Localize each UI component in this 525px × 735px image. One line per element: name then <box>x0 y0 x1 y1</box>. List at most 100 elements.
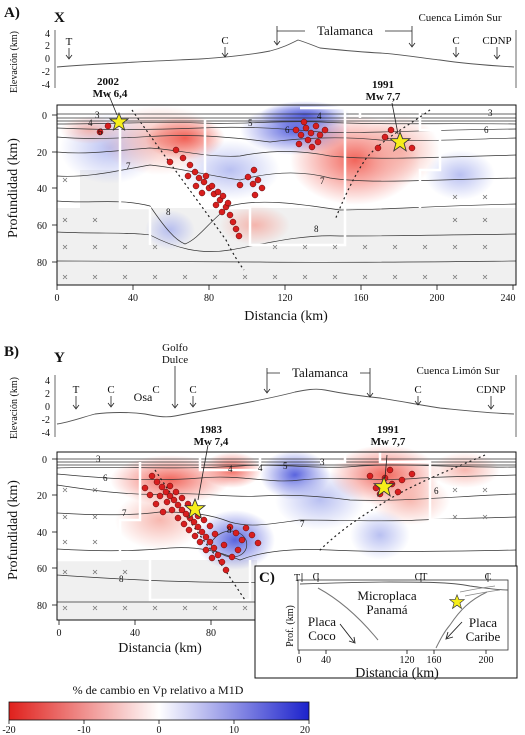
panel-b-place-c1: C <box>107 384 114 396</box>
colorbar: % de cambio en Vp relativo a M1D -20 -10… <box>2 683 310 735</box>
panel-b-contour-label: 5 <box>283 461 288 471</box>
panel-c-label-placa-caribe-2: Caribe <box>466 629 501 644</box>
panel-b-contour-label: 6 <box>434 486 439 496</box>
panel-a-contour-label: 4 <box>317 111 322 121</box>
panel-a-elev-tick: 2 <box>45 41 50 52</box>
panel-a-x-tick: 80 <box>204 293 214 304</box>
colorbar-tick: 10 <box>229 725 239 735</box>
panel-a-depth-section: Profundidad (km) <box>6 76 517 324</box>
panel-a-contour-label: 4 <box>88 118 93 128</box>
panel-b-place-t: T <box>73 384 80 396</box>
panel-a-eq2-mag: Mw 7,7 <box>366 91 401 103</box>
panel-b-contour-label: 8 <box>227 525 232 535</box>
panel-a-depth-tick: 0 <box>42 111 47 122</box>
panel-b-contour-label: 4 <box>228 464 233 474</box>
colorbar-title: % de cambio en Vp relativo a M1D <box>73 683 244 697</box>
panel-a-depth-tick: 20 <box>37 148 47 159</box>
panel-b-golfo-line2: Dulce <box>162 354 188 366</box>
panel-c-x-tick: 160 <box>427 655 442 666</box>
colorbar-tick: -10 <box>77 725 90 735</box>
panel-b-contour-label: 8 <box>119 574 124 584</box>
panel-a-earthquakes <box>96 118 416 240</box>
panel-b-x-tick: 40 <box>130 628 140 639</box>
panel-b-contour-label: 3 <box>96 454 101 464</box>
panel-c-x-tick: 120 <box>400 655 415 666</box>
panel-b-x-title: Distancia (km) <box>118 641 202 656</box>
panel-b-place-c4: C <box>414 384 421 396</box>
panel-a-place-c2: C <box>452 35 459 47</box>
panel-a-depth-tick: 40 <box>37 184 47 195</box>
panel-a-place-c1: C <box>221 35 228 47</box>
panel-b-place-c3: C <box>189 384 196 396</box>
panel-b-eq1-year: 1983 <box>200 424 223 436</box>
panel-a-contour-label: 6 <box>98 127 103 137</box>
panel-c-letter: C) <box>259 570 275 586</box>
panel-a-x-tick: 240 <box>501 293 516 304</box>
panel-b-place-cuenca: Cuenca Limón Sur <box>416 365 499 377</box>
panel-a-contour-label: 3 <box>95 110 100 120</box>
panel-a-x-tick: 0 <box>55 293 60 304</box>
panel-c-label-placa-coco-1: Placa <box>308 614 336 629</box>
panel-c-top-t: T <box>294 573 300 584</box>
panel-a-x-tick: 160 <box>354 293 369 304</box>
panel-a-elevation-title: Elevación (km) <box>9 31 20 93</box>
panel-a-topography-line <box>56 39 515 68</box>
panel-c-x-tick: 200 <box>479 655 494 666</box>
panel-c-inset: C) Prof. (km) T C CT C Microplaca Panamá… <box>254 565 518 681</box>
panel-a-eq2-year: 1991 <box>372 79 394 91</box>
panel-b-x-tick: 0 <box>57 628 62 639</box>
panel-b-elev-tick: 0 <box>45 402 50 413</box>
panel-c-x-tick: 0 <box>297 655 302 666</box>
panel-c-label-microplaca: Microplaca <box>357 588 416 603</box>
colorbar-tick: 0 <box>157 725 162 735</box>
panel-b-earthquakes <box>141 466 416 574</box>
panel-a-place-t: T <box>66 36 73 48</box>
panel-a-depth-tick: 60 <box>37 221 47 232</box>
panel-b-elevation-title: Elevación (km) <box>9 377 20 439</box>
panel-b-contour-label: 6 <box>103 473 108 483</box>
panel-c-label-panama: Panamá <box>366 602 407 617</box>
panel-a-x-title: Distancia (km) <box>244 309 328 324</box>
panel-b-eq1-mag: Mw 7,4 <box>194 436 229 448</box>
panel-b-x-tick: 80 <box>206 628 216 639</box>
panel-c-label-placa-coco-2: Coco <box>308 628 335 643</box>
panel-a-x-tick: 40 <box>128 293 138 304</box>
panel-b-depth-tick: 60 <box>37 564 47 575</box>
panel-b-elev-tick: 4 <box>45 376 50 387</box>
panel-a-x-tick: 200 <box>430 293 445 304</box>
panel-c-x-title: Distancia (km) <box>355 666 439 681</box>
panel-b-place-cdnp: CDNP <box>476 384 505 396</box>
panel-b-contour-label: 4 <box>258 463 263 473</box>
panel-b-elev-tick: -4 <box>42 428 50 439</box>
panel-a-depth-title: Profundidad (km) <box>6 138 21 238</box>
panel-c-y-title: Prof. (km) <box>285 605 296 647</box>
panel-a-contour-label: 7 <box>320 176 325 186</box>
panel-b-elevation: Elevación (km) 4 2 0 -2 -4 T C Osa Golfo… <box>9 342 517 439</box>
panel-b-topography-line <box>56 388 515 425</box>
panel-b-depth-tick: 80 <box>37 601 47 612</box>
panel-b-place-osa: Osa <box>134 390 153 404</box>
panel-a-letter: A) <box>4 5 20 21</box>
panel-c-top-c2: C <box>485 572 492 583</box>
panel-b-profile-letter: Y <box>54 350 65 366</box>
panel-a-contour-label: 7 <box>126 161 131 171</box>
panel-a-place-talamanca: Talamanca <box>317 23 373 38</box>
panel-a-contour-label: 3 <box>488 108 493 118</box>
panel-a-contour-label: 8 <box>166 207 171 217</box>
panel-a-place-cdnp: CDNP <box>482 35 511 47</box>
panel-c-top-ct: CT <box>415 572 428 583</box>
panel-a-depth-tick: 80 <box>37 258 47 269</box>
panel-b-eq2-mag: Mw 7,7 <box>371 436 406 448</box>
panel-b-elev-tick: 2 <box>45 389 50 400</box>
panel-a-contour-label: 8 <box>314 224 319 234</box>
panel-a-x-tick: 120 <box>278 293 293 304</box>
panel-a-elevation: Elevación (km) 4 2 0 -2 -4 T C Talamanca <box>9 12 517 93</box>
colorbar-gradient <box>8 701 310 721</box>
panel-b-depth-tick: 40 <box>37 528 47 539</box>
panel-a-profile-letter: X <box>54 10 65 26</box>
panel-a-place-cuenca: Cuenca Limón Sur <box>418 12 501 24</box>
panel-a-elev-tick: -2 <box>42 67 50 78</box>
panel-b-place-talamanca: Talamanca <box>292 365 348 380</box>
panel-a-contour-label: 5 <box>248 118 253 128</box>
